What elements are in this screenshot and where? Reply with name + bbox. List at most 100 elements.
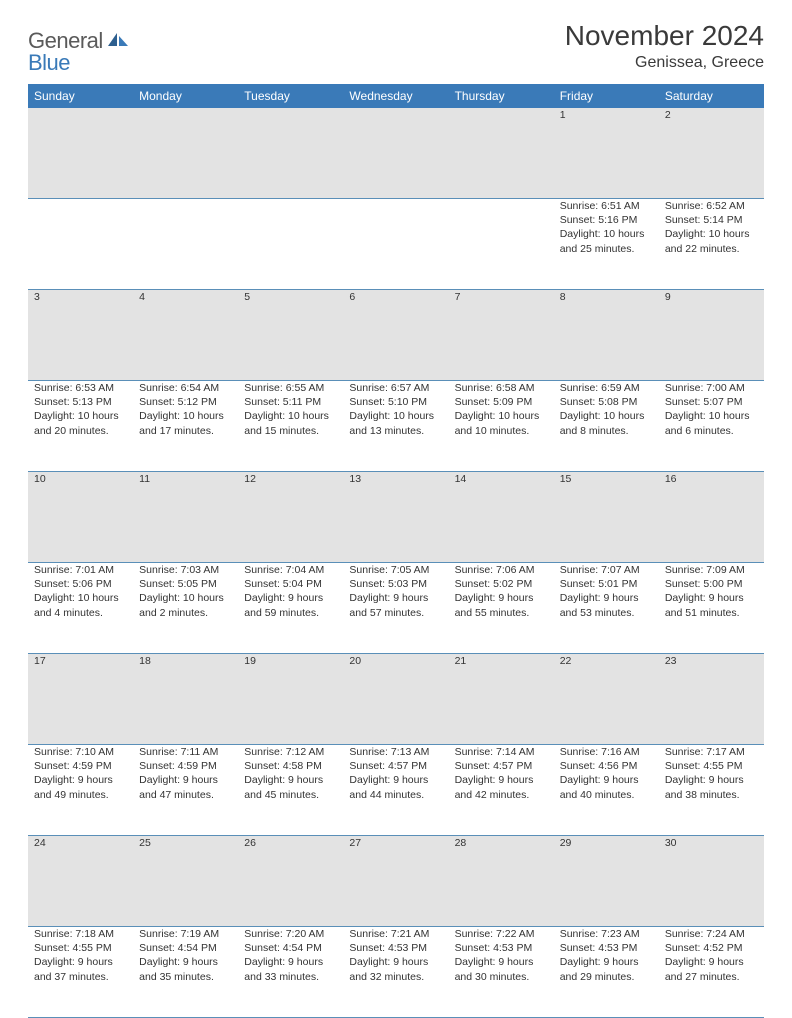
day-cell: Sunrise: 6:54 AMSunset: 5:12 PMDaylight:…	[133, 381, 238, 472]
sunset-text: Sunset: 4:59 PM	[139, 759, 232, 773]
day-cell: Sunrise: 7:21 AMSunset: 4:53 PMDaylight:…	[343, 927, 448, 1018]
day-cell: Sunrise: 7:18 AMSunset: 4:55 PMDaylight:…	[28, 927, 133, 1018]
day-number-cell: 28	[449, 836, 554, 927]
weekday-header: Sunday	[28, 84, 133, 108]
sunset-text: Sunset: 5:01 PM	[560, 577, 653, 591]
day-cell: Sunrise: 7:20 AMSunset: 4:54 PMDaylight:…	[238, 927, 343, 1018]
sunset-text: Sunset: 5:10 PM	[349, 395, 442, 409]
day-number-cell: 16	[659, 472, 764, 563]
month-title: November 2024	[565, 20, 764, 52]
sunrise-text: Sunrise: 7:09 AM	[665, 563, 758, 577]
day-number-cell: 25	[133, 836, 238, 927]
daylight-text: Daylight: 9 hours and 27 minutes.	[665, 955, 758, 983]
day-cell	[28, 199, 133, 290]
sunrise-text: Sunrise: 7:00 AM	[665, 381, 758, 395]
day-number-cell: 23	[659, 654, 764, 745]
day-cell: Sunrise: 7:07 AMSunset: 5:01 PMDaylight:…	[554, 563, 659, 654]
sunrise-text: Sunrise: 7:07 AM	[560, 563, 653, 577]
day-cell: Sunrise: 7:16 AMSunset: 4:56 PMDaylight:…	[554, 745, 659, 836]
daylight-text: Daylight: 9 hours and 53 minutes.	[560, 591, 653, 619]
day-number-cell	[238, 108, 343, 199]
day-number-cell	[133, 108, 238, 199]
sunrise-text: Sunrise: 7:17 AM	[665, 745, 758, 759]
day-number-cell	[449, 108, 554, 199]
daylight-text: Daylight: 9 hours and 30 minutes.	[455, 955, 548, 983]
day-number-cell: 5	[238, 290, 343, 381]
daylight-text: Daylight: 9 hours and 45 minutes.	[244, 773, 337, 801]
day-cell: Sunrise: 7:17 AMSunset: 4:55 PMDaylight:…	[659, 745, 764, 836]
weekday-header: Thursday	[449, 84, 554, 108]
sunset-text: Sunset: 5:00 PM	[665, 577, 758, 591]
daylight-text: Daylight: 9 hours and 40 minutes.	[560, 773, 653, 801]
sunset-text: Sunset: 4:55 PM	[34, 941, 127, 955]
day-cell: Sunrise: 7:24 AMSunset: 4:52 PMDaylight:…	[659, 927, 764, 1018]
day-number-cell: 14	[449, 472, 554, 563]
daylight-text: Daylight: 9 hours and 59 minutes.	[244, 591, 337, 619]
day-number-cell: 12	[238, 472, 343, 563]
day-content-row: Sunrise: 6:53 AMSunset: 5:13 PMDaylight:…	[28, 381, 764, 472]
logo-text-blue: Blue	[28, 50, 70, 75]
day-number-cell: 15	[554, 472, 659, 563]
day-cell	[238, 199, 343, 290]
daylight-text: Daylight: 9 hours and 33 minutes.	[244, 955, 337, 983]
day-cell: Sunrise: 7:03 AMSunset: 5:05 PMDaylight:…	[133, 563, 238, 654]
day-cell: Sunrise: 7:11 AMSunset: 4:59 PMDaylight:…	[133, 745, 238, 836]
day-content-row: Sunrise: 7:18 AMSunset: 4:55 PMDaylight:…	[28, 927, 764, 1018]
day-content-row: Sunrise: 7:01 AMSunset: 5:06 PMDaylight:…	[28, 563, 764, 654]
daylight-text: Daylight: 10 hours and 20 minutes.	[34, 409, 127, 437]
day-number-cell: 29	[554, 836, 659, 927]
logo-sail-icon	[108, 31, 128, 52]
sunset-text: Sunset: 4:57 PM	[455, 759, 548, 773]
day-cell: Sunrise: 6:53 AMSunset: 5:13 PMDaylight:…	[28, 381, 133, 472]
day-cell: Sunrise: 7:01 AMSunset: 5:06 PMDaylight:…	[28, 563, 133, 654]
sunrise-text: Sunrise: 7:14 AM	[455, 745, 548, 759]
sunrise-text: Sunrise: 6:54 AM	[139, 381, 232, 395]
sunset-text: Sunset: 5:03 PM	[349, 577, 442, 591]
sunrise-text: Sunrise: 7:06 AM	[455, 563, 548, 577]
day-number-cell: 17	[28, 654, 133, 745]
sunrise-text: Sunrise: 6:53 AM	[34, 381, 127, 395]
day-number-cell: 20	[343, 654, 448, 745]
day-number-cell: 30	[659, 836, 764, 927]
sunrise-text: Sunrise: 7:12 AM	[244, 745, 337, 759]
day-number-cell: 21	[449, 654, 554, 745]
sunset-text: Sunset: 5:06 PM	[34, 577, 127, 591]
daylight-text: Daylight: 10 hours and 6 minutes.	[665, 409, 758, 437]
day-cell: Sunrise: 7:13 AMSunset: 4:57 PMDaylight:…	[343, 745, 448, 836]
title-block: November 2024 Genissea, Greece	[565, 20, 764, 72]
day-number-cell: 26	[238, 836, 343, 927]
sunrise-text: Sunrise: 7:18 AM	[34, 927, 127, 941]
sunrise-text: Sunrise: 7:19 AM	[139, 927, 232, 941]
sunset-text: Sunset: 4:55 PM	[665, 759, 758, 773]
day-number-cell: 27	[343, 836, 448, 927]
sunset-text: Sunset: 4:52 PM	[665, 941, 758, 955]
day-cell: Sunrise: 7:06 AMSunset: 5:02 PMDaylight:…	[449, 563, 554, 654]
sunset-text: Sunset: 4:59 PM	[34, 759, 127, 773]
day-number-cell: 10	[28, 472, 133, 563]
daylight-text: Daylight: 10 hours and 4 minutes.	[34, 591, 127, 619]
day-number-cell: 3	[28, 290, 133, 381]
daylight-text: Daylight: 10 hours and 8 minutes.	[560, 409, 653, 437]
sunrise-text: Sunrise: 7:20 AM	[244, 927, 337, 941]
sunset-text: Sunset: 5:04 PM	[244, 577, 337, 591]
sunset-text: Sunset: 4:54 PM	[139, 941, 232, 955]
sunrise-text: Sunrise: 7:23 AM	[560, 927, 653, 941]
day-number-cell: 2	[659, 108, 764, 199]
day-number-cell: 24	[28, 836, 133, 927]
day-cell: Sunrise: 6:52 AMSunset: 5:14 PMDaylight:…	[659, 199, 764, 290]
day-cell: Sunrise: 6:59 AMSunset: 5:08 PMDaylight:…	[554, 381, 659, 472]
day-number-row: 3456789	[28, 290, 764, 381]
sunset-text: Sunset: 4:58 PM	[244, 759, 337, 773]
sunset-text: Sunset: 4:56 PM	[560, 759, 653, 773]
day-cell: Sunrise: 7:04 AMSunset: 5:04 PMDaylight:…	[238, 563, 343, 654]
day-number-cell: 6	[343, 290, 448, 381]
daylight-text: Daylight: 9 hours and 42 minutes.	[455, 773, 548, 801]
day-cell: Sunrise: 6:55 AMSunset: 5:11 PMDaylight:…	[238, 381, 343, 472]
daylight-text: Daylight: 9 hours and 37 minutes.	[34, 955, 127, 983]
day-number-cell: 13	[343, 472, 448, 563]
daylight-text: Daylight: 10 hours and 17 minutes.	[139, 409, 232, 437]
sunrise-text: Sunrise: 6:59 AM	[560, 381, 653, 395]
sunset-text: Sunset: 4:57 PM	[349, 759, 442, 773]
day-number-cell: 7	[449, 290, 554, 381]
day-number-row: 12	[28, 108, 764, 199]
